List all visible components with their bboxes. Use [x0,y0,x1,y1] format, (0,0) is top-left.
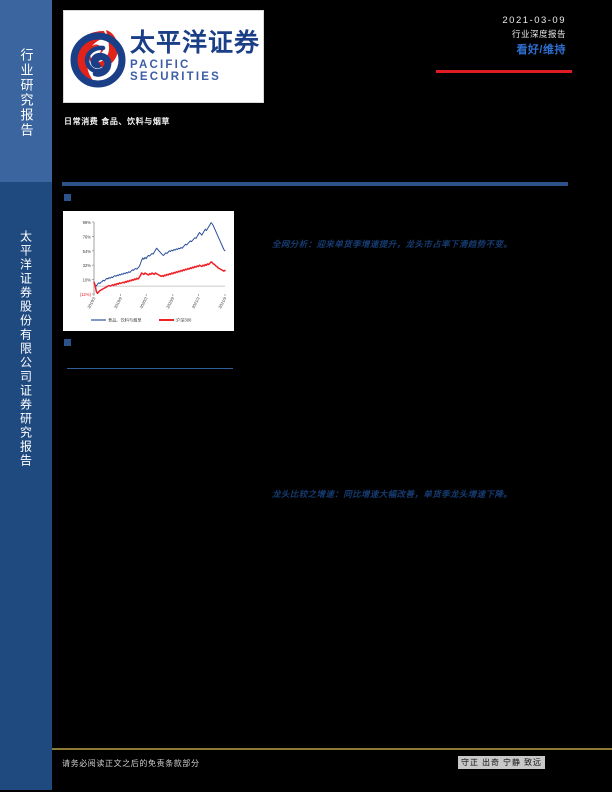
industry-subtitle: 日常消费 食品、饮料与烟草 [64,117,171,126]
svg-text:2019/9: 2019/9 [113,295,124,309]
footer-slogan: 守正 出奇 宁静 致远 [458,756,545,769]
svg-text:10%: 10% [83,278,92,283]
analysis-paragraph-1: 全网分析：迎来单货季增速提升，龙头市占率下滑趋势不变。 [272,239,513,249]
pacific-securities-logo-icon [70,29,126,87]
logo-chinese-name: 太平洋证券 [130,29,261,58]
bullet-square-2 [64,339,71,346]
svg-text:2020/9: 2020/9 [165,295,176,309]
logo-english-name: PACIFIC SECURITIES [130,58,222,83]
svg-text:76%: 76% [83,234,92,239]
thin-rule [67,368,233,369]
svg-text:54%: 54% [83,249,92,254]
svg-text:(12%): (12%) [80,292,92,297]
chart-svg: 98% 76% 54% 32% 10% (12%)2019/3 2019/9 2020/3 20… [80,220,228,324]
sidebar-bottom-band: 太平洋证券股份有限公司证券研究报告 [0,182,52,790]
rating-badge: 看好/维持 [516,43,566,56]
section-divider-bar [62,182,568,186]
logo-wordmark: 太平洋证券 PACIFIC SECURITIES [130,29,263,83]
header-red-rule [436,70,572,73]
company-logo: 太平洋证券 PACIFIC SECURITIES [63,10,264,103]
report-date: 2021-03-09 [502,15,566,26]
svg-text:98%: 98% [83,220,92,225]
sidebar-top-label: 行业研究报告 [18,48,34,138]
report-type: 行业深度报告 [511,29,566,40]
bullet-square-1 [64,194,71,201]
chart-canvas: 98% 76% 54% 32% 10% (12%) 2019/3 2019/9 2020/3 20… [67,216,230,328]
sidebar-bottom-label: 太平洋证券股份有限公司证券研究报告 [18,230,33,468]
svg-text:32%: 32% [83,263,92,268]
analysis-paragraph-2: 龙头比较之增速：同比增速大幅改善，单货季龙头增速下降。 [272,489,513,499]
svg-text:2019/3: 2019/3 [86,295,97,309]
footer-disclaimer: 请务必阅读正文之后的免责条款部分 [62,759,200,768]
sidebar-top-band: 行业研究报告 [0,0,52,182]
svg-text:2021/9: 2021/9 [217,295,228,309]
svg-text:沪深300: 沪深300 [176,317,192,324]
svg-text:2021/3: 2021/3 [191,295,202,309]
header-meta: 2021-03-09 行业深度报告 看好/维持 [502,14,566,58]
left-sidebar: 行业研究报告 太平洋证券股份有限公司证券研究报告 [0,0,52,790]
performance-chart: 98% 76% 54% 32% 10% (12%) 2019/3 2019/9 2020/3 20… [63,211,234,331]
svg-text:食品、饮料与烟草: 食品、饮料与烟草 [108,317,142,324]
svg-text:2020/3: 2020/3 [138,295,149,309]
footer-rule [52,748,612,750]
